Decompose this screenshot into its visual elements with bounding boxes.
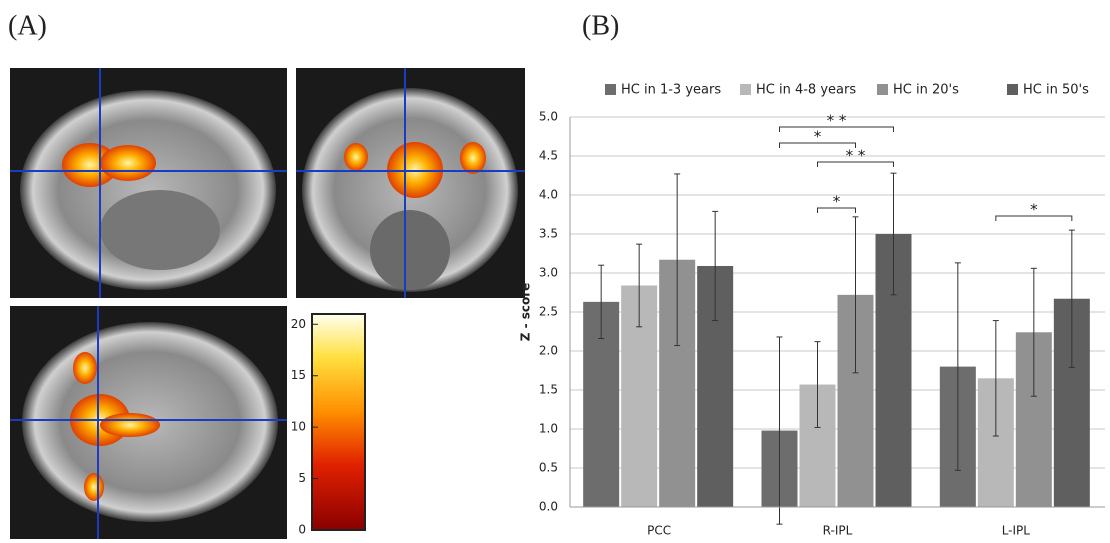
legend-swatch bbox=[605, 84, 616, 95]
significance-bracket bbox=[779, 142, 856, 148]
error-bar bbox=[1068, 229, 1075, 368]
x-tick-label: PCC bbox=[647, 524, 671, 538]
significance-bracket bbox=[817, 161, 894, 167]
x-tick-label: L-IPL bbox=[1002, 524, 1031, 538]
error-bar bbox=[890, 172, 897, 296]
y-tick-label: 1.5 bbox=[539, 383, 558, 397]
brain-sagittal bbox=[10, 68, 287, 298]
y-tick-label: 0.5 bbox=[539, 461, 558, 475]
error-bar bbox=[814, 341, 821, 428]
significance-label: * bbox=[1030, 201, 1038, 219]
significance-bracket bbox=[779, 126, 894, 132]
significance-label: * bbox=[814, 128, 822, 146]
y-tick-label: 2.5 bbox=[539, 305, 558, 319]
error-bar bbox=[954, 262, 961, 471]
significance-bracket bbox=[817, 207, 856, 213]
y-tick-label: 4.5 bbox=[539, 149, 558, 163]
y-tick-label: 5.0 bbox=[539, 110, 558, 124]
brain-axial bbox=[10, 306, 287, 539]
y-axis-label: Z - score bbox=[519, 283, 533, 342]
significance-bracket bbox=[995, 215, 1073, 221]
error-bar bbox=[1030, 267, 1037, 397]
colorbar bbox=[311, 313, 366, 531]
significance-label: * * bbox=[827, 112, 847, 130]
error-bar bbox=[776, 336, 783, 525]
y-tick-label: 3.0 bbox=[539, 266, 558, 280]
y-tick-label: 4.0 bbox=[539, 188, 558, 202]
error-bar bbox=[674, 173, 681, 347]
colorbar-tick-label: 15 bbox=[291, 368, 306, 382]
colorbar-tick-label: 0 bbox=[298, 523, 306, 537]
legend-swatch bbox=[877, 84, 888, 95]
significance-label: * * bbox=[846, 147, 866, 165]
legend-label: HC in 4-8 years bbox=[756, 83, 856, 98]
colorbar-tick-label: 20 bbox=[291, 317, 306, 331]
x-tick-label: R-IPL bbox=[823, 524, 853, 538]
y-tick-label: 2.0 bbox=[539, 344, 558, 358]
legend-swatch bbox=[740, 84, 751, 95]
legend-label: HC in 1-3 years bbox=[621, 83, 721, 98]
y-tick-label: 1.0 bbox=[539, 422, 558, 436]
panel-label: (A) bbox=[8, 10, 47, 41]
error-bar bbox=[598, 264, 605, 340]
error-bar bbox=[852, 216, 859, 374]
y-tick-label: 3.5 bbox=[539, 227, 558, 241]
error-bar bbox=[992, 320, 999, 437]
colorbar-tick-label: 5 bbox=[298, 471, 306, 485]
error-bar bbox=[712, 210, 719, 322]
legend-label: HC in 20's bbox=[893, 83, 959, 98]
legend-swatch bbox=[1007, 84, 1018, 95]
colorbar-tick-label: 10 bbox=[291, 420, 306, 434]
legend-label: HC in 50's bbox=[1023, 83, 1089, 98]
significance-label: * bbox=[833, 193, 841, 211]
y-tick-label: 0.0 bbox=[539, 500, 558, 514]
brain-coronal bbox=[296, 68, 525, 298]
error-bar bbox=[636, 243, 643, 328]
panel-label: (B) bbox=[582, 10, 619, 41]
